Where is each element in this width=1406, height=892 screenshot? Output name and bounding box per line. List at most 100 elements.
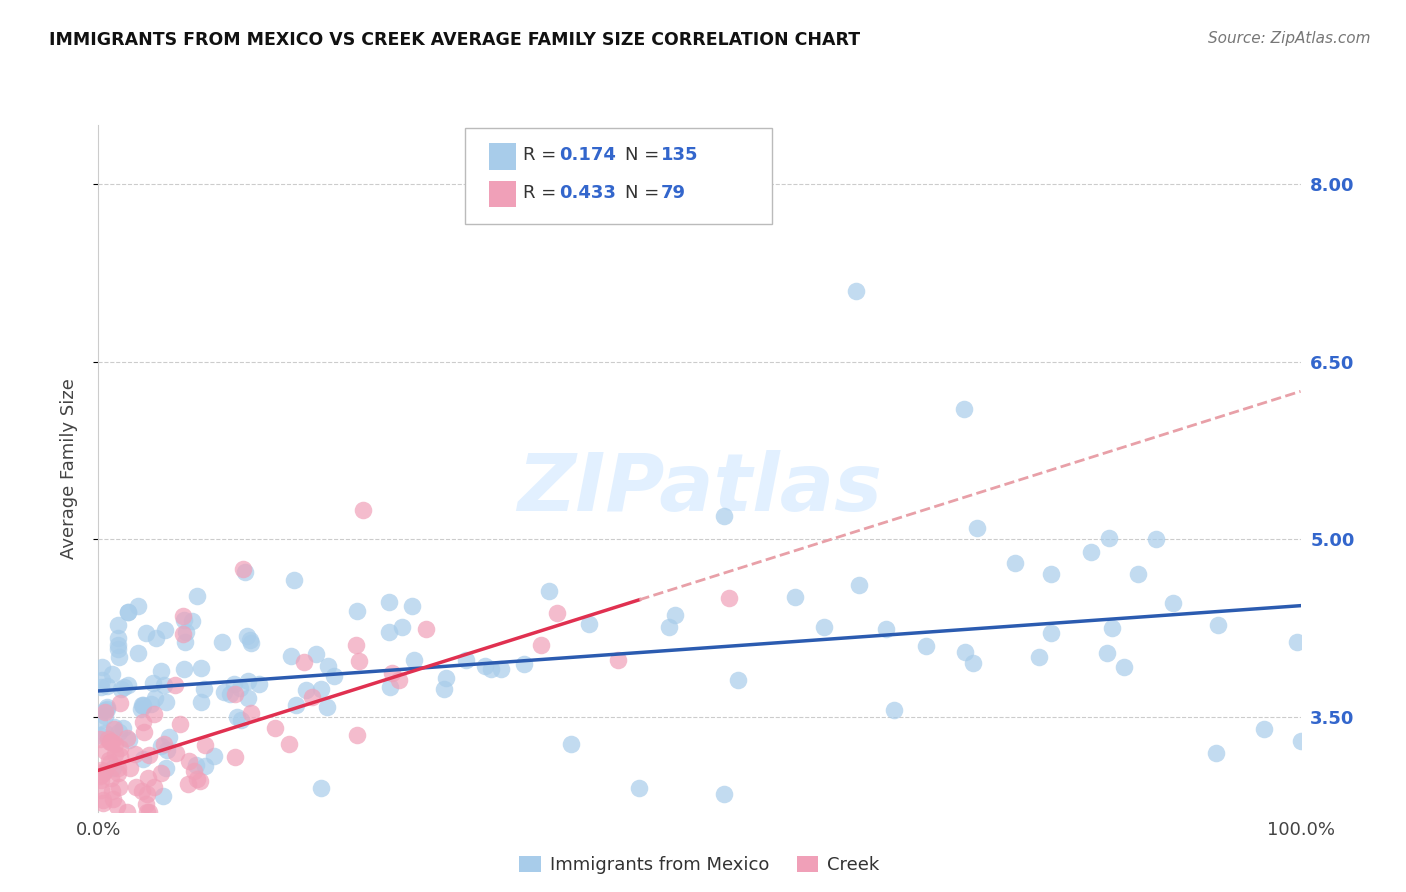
Point <box>285 698 308 712</box>
Point <box>107 638 129 652</box>
Point <box>433 682 456 697</box>
Point <box>138 805 160 819</box>
Point <box>813 619 835 633</box>
Point <box>316 700 339 714</box>
Point <box>90 680 112 694</box>
Point <box>229 713 252 727</box>
Point <box>875 622 897 636</box>
Point <box>713 787 735 801</box>
Point <box>127 646 149 660</box>
Point <box>309 681 332 696</box>
Point <box>474 658 496 673</box>
Point <box>94 704 117 718</box>
Point <box>727 673 749 687</box>
Point <box>96 700 118 714</box>
Point <box>89 769 111 783</box>
Point <box>100 771 122 785</box>
Point <box>513 657 536 671</box>
Point <box>124 747 146 761</box>
Point <box>224 687 246 701</box>
Point <box>491 662 513 676</box>
Point <box>323 668 346 682</box>
Point <box>186 772 208 786</box>
Point <box>101 761 124 775</box>
Point <box>120 761 142 775</box>
Point <box>1161 596 1184 610</box>
Point <box>155 762 177 776</box>
Point <box>135 805 157 819</box>
Point <box>107 631 129 645</box>
Text: R =: R = <box>523 184 562 202</box>
Point <box>183 764 205 779</box>
Point <box>157 730 180 744</box>
Point <box>344 638 367 652</box>
Point <box>283 573 305 587</box>
Point <box>915 640 938 654</box>
Point <box>111 721 134 735</box>
Point <box>181 614 204 628</box>
Point <box>132 699 155 714</box>
Point <box>391 620 413 634</box>
Point <box>89 732 111 747</box>
Point <box>1253 722 1275 736</box>
Point <box>240 636 263 650</box>
Point <box>169 717 191 731</box>
Text: N =: N = <box>624 184 665 202</box>
Point <box>153 678 176 692</box>
Point <box>239 633 262 648</box>
Point <box>1114 659 1136 673</box>
Point <box>301 690 323 704</box>
Point <box>107 642 129 657</box>
Point <box>718 591 741 606</box>
Text: R =: R = <box>523 146 562 164</box>
Point <box>347 654 370 668</box>
Point <box>224 750 246 764</box>
Point <box>1080 545 1102 559</box>
Point <box>277 737 299 751</box>
Point <box>193 682 215 697</box>
Point <box>346 728 368 742</box>
Point <box>108 649 131 664</box>
Point <box>93 764 115 778</box>
Point <box>173 614 195 628</box>
Text: ZIPatlas: ZIPatlas <box>517 450 882 528</box>
Point <box>93 764 115 779</box>
Point <box>98 753 121 767</box>
Point <box>100 735 122 749</box>
Point <box>112 680 135 694</box>
Point <box>118 733 141 747</box>
Text: Source: ZipAtlas.com: Source: ZipAtlas.com <box>1208 31 1371 46</box>
Point <box>108 696 131 710</box>
Point <box>96 679 118 693</box>
FancyBboxPatch shape <box>465 128 772 225</box>
Point <box>1039 567 1062 582</box>
Point <box>107 617 129 632</box>
Point <box>962 656 984 670</box>
Point <box>131 698 153 712</box>
Point <box>280 648 302 663</box>
Point <box>143 780 166 795</box>
Point <box>152 789 174 804</box>
Point <box>845 284 868 298</box>
Point <box>90 773 112 788</box>
Point <box>125 780 148 794</box>
Text: N =: N = <box>624 146 665 164</box>
Point <box>142 707 165 722</box>
Point <box>117 606 139 620</box>
Point <box>953 402 976 417</box>
Point <box>211 634 233 648</box>
Point <box>91 660 114 674</box>
Point <box>155 695 177 709</box>
Point <box>202 748 225 763</box>
Point <box>90 766 112 780</box>
Point <box>149 766 172 780</box>
Point <box>713 508 735 523</box>
Point <box>142 676 165 690</box>
Point <box>117 678 139 692</box>
Point <box>103 723 125 737</box>
Point <box>264 721 287 735</box>
Point <box>664 607 686 622</box>
Point <box>883 703 905 717</box>
Point <box>163 678 186 692</box>
Point <box>90 763 112 777</box>
